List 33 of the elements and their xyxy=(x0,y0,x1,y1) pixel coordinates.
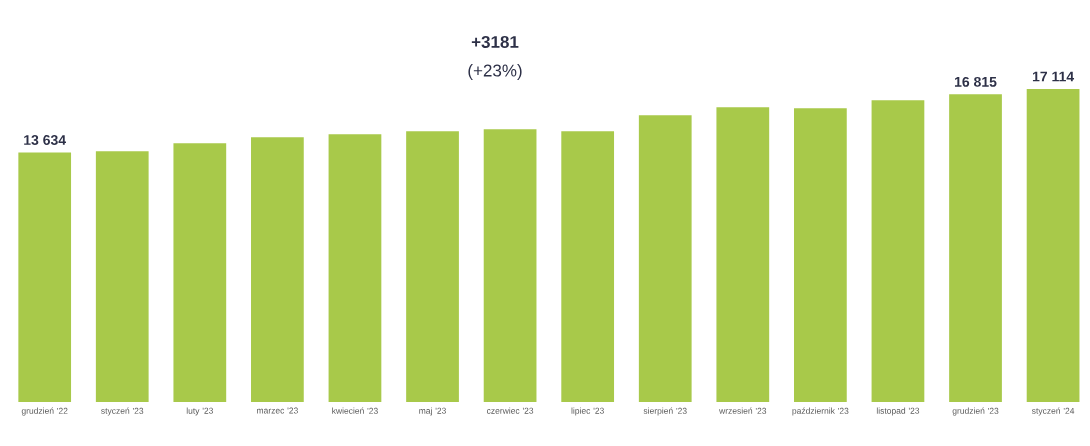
bar xyxy=(483,129,537,402)
bar xyxy=(173,143,227,402)
x-tick-label: maj '23 xyxy=(419,407,446,416)
bar xyxy=(406,131,459,402)
bar xyxy=(328,134,382,402)
x-tick-label: kwiecień '23 xyxy=(332,407,378,414)
bar xyxy=(794,108,847,402)
bar xyxy=(949,94,1002,402)
bar xyxy=(1026,88,1080,402)
data-label: 17 114 xyxy=(1032,71,1075,82)
x-tick-label: luty '23 xyxy=(186,407,214,416)
data-label: 16 815 xyxy=(954,76,997,87)
bar xyxy=(251,137,304,402)
x-tick-label: październik '23 xyxy=(792,407,849,416)
bar xyxy=(95,151,149,402)
x-tick-label: listopad '23 xyxy=(876,407,920,416)
x-tick-label: czerwiec '23 xyxy=(486,407,534,414)
x-tick-label: styczeń '23 xyxy=(101,407,144,416)
x-tick-label: lipiec '23 xyxy=(571,407,604,416)
x-tick-label: grudzień '23 xyxy=(952,407,999,416)
bar xyxy=(561,131,615,402)
text: +3181 xyxy=(471,35,519,49)
x-tick-label: wrzesień '23 xyxy=(719,407,767,414)
x-tick-label: marzec '23 xyxy=(257,407,298,414)
bar xyxy=(638,115,692,402)
x-tick-label: grudzień '22 xyxy=(21,407,68,416)
text: (+23%) xyxy=(468,64,522,80)
bar xyxy=(871,100,925,402)
x-tick-label: sierpień '23 xyxy=(643,407,687,416)
bar xyxy=(18,152,72,402)
x-tick-label: styczeń '24 xyxy=(1031,407,1075,416)
bar xyxy=(716,107,770,402)
data-label: 13 634 xyxy=(24,135,66,146)
